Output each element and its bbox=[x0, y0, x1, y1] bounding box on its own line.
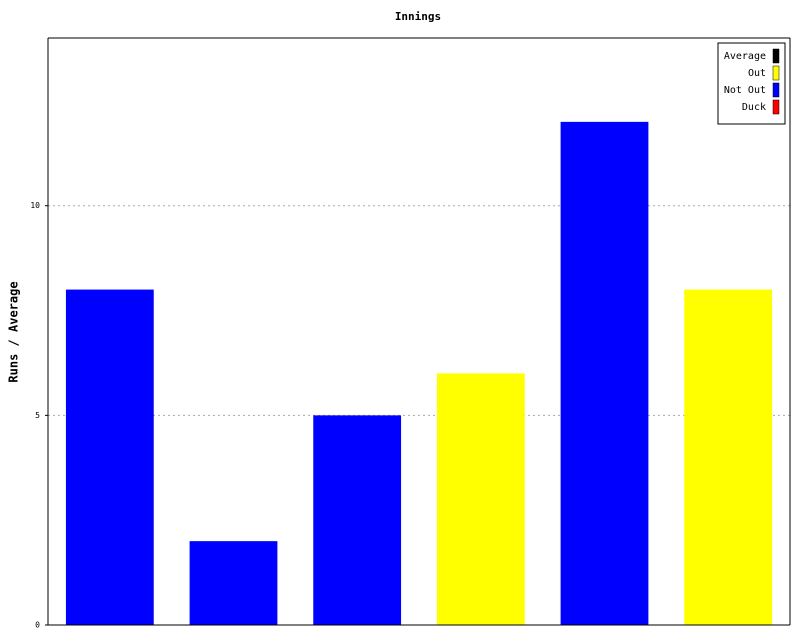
y-tick-label: 10 bbox=[30, 201, 40, 210]
bar bbox=[313, 415, 402, 625]
bar bbox=[65, 289, 154, 625]
legend-swatch bbox=[772, 48, 780, 64]
bar bbox=[684, 289, 773, 625]
y-tick-label: 5 bbox=[35, 411, 40, 420]
legend-label: Not Out bbox=[724, 85, 766, 96]
y-tick-label: 0 bbox=[35, 621, 40, 630]
bar bbox=[436, 373, 525, 625]
legend-swatch bbox=[772, 99, 780, 115]
legend-label: Duck bbox=[742, 102, 766, 113]
y-axis-label: Runs / Average bbox=[7, 281, 21, 382]
legend-label: Out bbox=[748, 68, 766, 79]
chart-title: Innings bbox=[395, 10, 441, 23]
legend-swatch bbox=[772, 82, 780, 98]
legend-swatch bbox=[772, 65, 780, 81]
legend-label: Average bbox=[724, 51, 766, 62]
bar bbox=[560, 121, 649, 625]
bar bbox=[189, 541, 278, 625]
